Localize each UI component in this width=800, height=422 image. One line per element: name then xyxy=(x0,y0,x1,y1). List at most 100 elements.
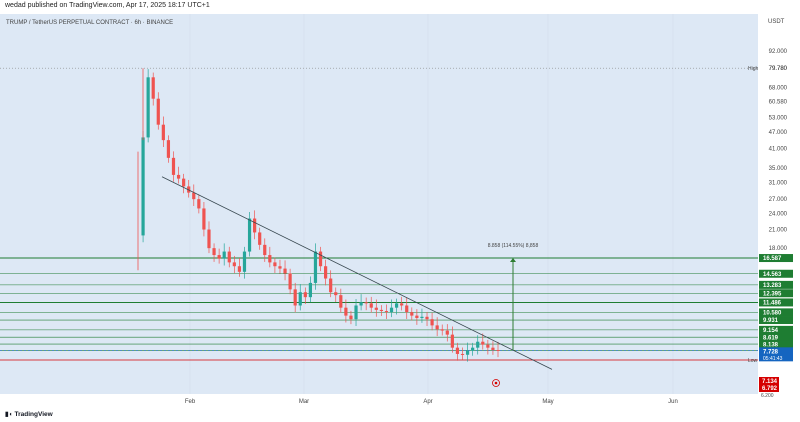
tv-logo-icon: ▮◖ xyxy=(5,411,13,418)
chart-title: TRUMP / TetherUS PERPETUAL CONTRACT · 6h… xyxy=(6,20,173,26)
candle-body xyxy=(339,295,343,308)
price-chart[interactable]: High Low 8.858 (114.55%) 8,858 92.000 79.7… xyxy=(0,14,800,406)
level-price-label: 12.395 xyxy=(763,291,782,297)
currency-label: USDT xyxy=(768,19,785,25)
event-marker-icon[interactable] xyxy=(492,379,500,387)
level-price-tag xyxy=(759,280,793,289)
candle-body xyxy=(161,124,165,141)
level-price-label: 9.931 xyxy=(763,318,779,324)
red-price-label: 6.792 xyxy=(762,386,778,392)
candle-body xyxy=(354,305,358,320)
level-price-tag xyxy=(759,308,793,317)
y-tick-label: 60.580 xyxy=(769,99,788,105)
candle-body xyxy=(293,289,297,306)
low-label: Low xyxy=(748,358,758,364)
candle-body xyxy=(460,353,465,355)
y-tick-label: 79.780 xyxy=(769,66,788,72)
y-tick-label: 21.000 xyxy=(769,228,788,234)
candle-body xyxy=(324,266,328,279)
candle-body xyxy=(359,302,363,306)
time-scale[interactable] xyxy=(0,394,758,406)
level-price-label: 9.154 xyxy=(763,328,779,334)
candle-body xyxy=(349,315,353,320)
candle-body xyxy=(156,98,160,125)
last-price-label: 7.728 xyxy=(763,349,779,355)
candle-body xyxy=(329,278,333,293)
candle-body xyxy=(176,174,181,179)
candle-body xyxy=(369,303,373,308)
y-tick-label: 68.000 xyxy=(769,86,788,92)
candle-body xyxy=(465,350,470,355)
high-label: High xyxy=(748,66,759,72)
candle-body xyxy=(476,341,480,348)
candle-body xyxy=(263,244,267,256)
tradingview-logo: ▮◖ TradingView xyxy=(5,410,53,418)
candle-body xyxy=(146,77,150,138)
candle-body xyxy=(430,319,434,326)
level-price-tag xyxy=(759,298,793,307)
candle-body xyxy=(303,292,307,298)
last-price-tag xyxy=(759,347,793,362)
level-price-label: 10.580 xyxy=(763,311,782,317)
candle-body xyxy=(273,262,277,267)
y-tick-label: 31.000 xyxy=(769,180,788,186)
y-tick-label: 27.000 xyxy=(769,197,788,203)
candle-body xyxy=(450,334,454,348)
candle-body xyxy=(394,303,399,308)
candle-body xyxy=(364,302,368,304)
x-tick-label: Mar xyxy=(299,399,309,405)
level-price-tag xyxy=(759,316,793,325)
level-price-label: 13.283 xyxy=(763,283,782,289)
level-price-label: 8.138 xyxy=(763,342,779,348)
x-tick-label: Apr xyxy=(423,399,432,405)
level-price-label: 11.486 xyxy=(763,301,782,307)
candle-body xyxy=(420,316,424,318)
candle-body xyxy=(445,330,449,335)
candle-body xyxy=(496,349,500,351)
level-price-tag xyxy=(759,325,793,334)
y-tick-label: 92.000 xyxy=(769,49,788,55)
candle-body xyxy=(141,137,145,236)
candle-body xyxy=(151,77,155,99)
candle-body xyxy=(455,347,460,354)
candle-body xyxy=(379,309,383,312)
x-tick-label: Jun xyxy=(668,399,678,405)
candle-body xyxy=(334,292,338,296)
level-price-tag xyxy=(759,289,793,298)
candle-body xyxy=(400,303,404,306)
candle-body xyxy=(440,329,444,331)
y-tick-label: 35.000 xyxy=(769,166,788,172)
candle-body xyxy=(207,229,211,249)
candle-body xyxy=(344,307,348,316)
high-price-label: 79.780 xyxy=(769,66,788,72)
level-price-tag xyxy=(759,340,793,349)
candle-body xyxy=(166,140,171,158)
candle-body xyxy=(212,248,216,256)
tv-logo-text: TradingView xyxy=(14,411,53,418)
y-tick-label: 41.000 xyxy=(769,147,788,153)
candle-body xyxy=(415,315,419,318)
y-tick-label: 53.000 xyxy=(769,116,788,122)
candle-body xyxy=(247,218,252,252)
candle-body xyxy=(410,312,414,316)
plot-area[interactable] xyxy=(0,14,758,394)
candle-body xyxy=(242,251,247,272)
candle-body xyxy=(374,307,378,310)
projection-arrowhead xyxy=(510,258,516,263)
level-price-tag xyxy=(759,333,793,342)
candle-body xyxy=(278,266,282,269)
y-tick-label: 24.000 xyxy=(769,211,788,217)
candle-body xyxy=(425,316,429,320)
event-marker-dot xyxy=(494,381,498,385)
level-price-label: 8.619 xyxy=(763,335,779,341)
candle-body xyxy=(171,157,176,175)
y-tick-label: 47.000 xyxy=(769,130,788,136)
candle-body xyxy=(227,251,231,263)
publish-header: wedad published on TradingView.com, Apr … xyxy=(0,0,800,14)
level-price-tag xyxy=(759,269,793,278)
candle-body xyxy=(268,255,272,263)
level-price-label: 14.563 xyxy=(763,272,782,278)
footer: ▮◖ TradingView xyxy=(0,406,800,422)
candle-body xyxy=(313,251,318,283)
trendline[interactable] xyxy=(161,176,553,370)
